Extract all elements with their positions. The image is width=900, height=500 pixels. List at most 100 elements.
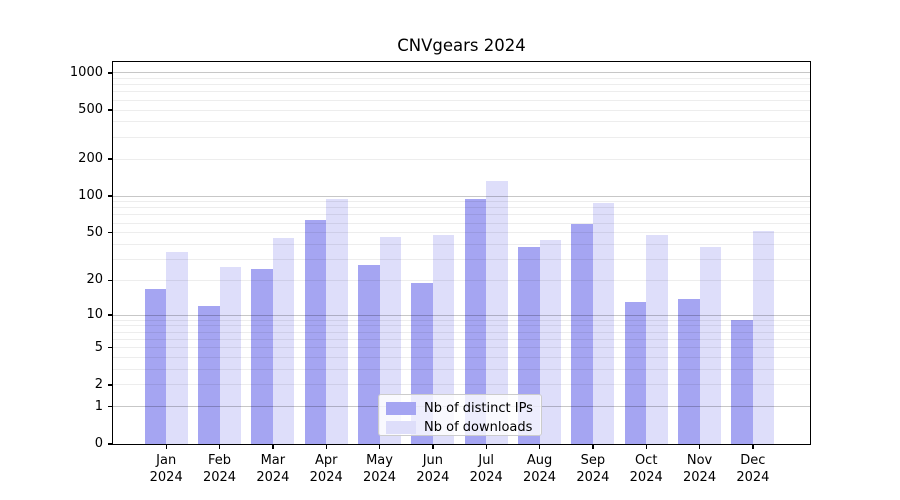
x-tick-label-jun: Jun 2024 — [401, 452, 465, 486]
x-tick-year: 2024 — [309, 470, 343, 485]
x-tick-aug — [538, 445, 541, 449]
x-tick-month: Jan — [156, 453, 177, 468]
x-tick-month: Mar — [260, 453, 286, 468]
bar-downloads-jun — [432, 234, 455, 444]
bar-downloads-oct — [646, 234, 668, 444]
bar-ips-jul — [464, 199, 487, 444]
x-tick-label-nov: Nov 2024 — [668, 452, 732, 486]
x-tick-month: Sep — [580, 453, 606, 468]
x-tick-year: 2024 — [149, 470, 183, 485]
bar-downloads-mar — [272, 238, 295, 444]
bar-downloads-apr — [326, 199, 348, 444]
bar-downloads-nov — [699, 247, 722, 444]
x-tick-month: Dec — [740, 453, 766, 468]
x-tick-label-dec: Dec 2024 — [721, 452, 785, 486]
minor-gridline-20 — [113, 279, 810, 281]
bar-ips-jan — [144, 288, 167, 444]
major-gridline-100 — [113, 195, 810, 197]
bar-downloads-feb — [219, 266, 242, 444]
bar-downloads-dec — [752, 230, 775, 444]
y-tick-100 — [108, 195, 113, 197]
minor-gridline-7 — [113, 331, 810, 333]
minor-gridline-300 — [113, 136, 810, 138]
x-tick-may — [378, 445, 381, 449]
bar-downloads-jan — [166, 251, 188, 444]
bar-downloads-may — [379, 237, 402, 444]
y-tick-label-20: 20 — [86, 272, 103, 288]
x-tick-label-may: May 2024 — [348, 452, 412, 486]
bar-downloads-sep — [592, 202, 615, 444]
gridlines-layer — [113, 62, 810, 444]
x-tick-dec — [752, 445, 754, 449]
y-tick-1000 — [108, 72, 113, 74]
legend-swatch-downloads — [386, 420, 416, 434]
x-tick-mar — [272, 445, 274, 449]
bar-ips-oct — [624, 302, 647, 444]
y-tick-2 — [108, 384, 113, 386]
x-tick-year: 2024 — [469, 470, 503, 485]
y-tick-label-5: 5 — [94, 339, 103, 355]
minor-gridline-600 — [113, 99, 810, 101]
x-tick-year: 2024 — [629, 470, 663, 485]
x-tick-year: 2024 — [683, 470, 717, 485]
y-tick-label-500: 500 — [78, 102, 103, 118]
legend-swatch-ips — [386, 401, 416, 415]
y-tick-10 — [108, 314, 113, 316]
x-tick-jul — [485, 445, 487, 449]
x-tick-month: Oct — [634, 453, 658, 468]
y-tick-1 — [108, 406, 113, 408]
y-tick-label-200: 200 — [78, 151, 103, 167]
legend-item-ips: Nb of distinct IPs — [386, 400, 541, 416]
x-tick-year: 2024 — [736, 470, 770, 485]
y-tick-200 — [108, 158, 113, 160]
minor-gridline-900 — [113, 78, 810, 79]
x-tick-label-sep: Sep 2024 — [561, 452, 625, 486]
x-tick-feb — [218, 445, 221, 449]
x-tick-month: Nov — [686, 453, 713, 468]
x-tick-year: 2024 — [256, 470, 290, 485]
bar-ips-nov — [678, 298, 700, 444]
y-tick-label-1: 1 — [94, 398, 103, 414]
minor-gridline-90 — [113, 201, 810, 203]
x-tick-month: Feb — [208, 453, 232, 468]
y-tick-label-2: 2 — [94, 376, 103, 392]
y-tick-500 — [108, 109, 113, 111]
legend-label: Nb of downloads — [424, 419, 533, 435]
minor-gridline-40 — [113, 243, 810, 245]
x-tick-month: Jul — [478, 453, 495, 468]
legend: Nb of distinct IPs Nb of downloads — [378, 394, 542, 436]
minor-gridline-80 — [113, 207, 810, 209]
minor-gridline-400 — [113, 121, 810, 123]
minor-gridline-6 — [113, 338, 810, 340]
minor-gridline-800 — [113, 84, 810, 86]
x-tick-month: Aug — [526, 453, 553, 468]
bar-ips-sep — [571, 224, 593, 444]
x-tick-label-aug: Aug 2024 — [508, 452, 572, 486]
legend-label: Nb of distinct IPs — [424, 400, 533, 416]
minor-gridline-3 — [113, 369, 810, 371]
minor-gridline-30 — [113, 259, 810, 261]
x-tick-label-jan: Jan 2024 — [134, 452, 198, 486]
x-tick-year: 2024 — [202, 470, 237, 485]
x-tick-year: 2024 — [416, 470, 450, 485]
y-tick-50 — [108, 232, 113, 234]
x-tick-year: 2024 — [362, 470, 397, 485]
x-tick-label-jul: Jul 2024 — [454, 452, 518, 486]
minor-gridline-70 — [113, 214, 810, 216]
x-tick-month: May — [366, 453, 393, 468]
bar-ips-feb — [198, 306, 220, 444]
minor-gridline-200 — [113, 158, 810, 160]
x-tick-sep — [592, 445, 594, 449]
x-tick-year: 2024 — [522, 470, 557, 485]
x-tick-month: Apr — [314, 453, 338, 468]
y-tick-label-1000: 1000 — [69, 64, 103, 80]
bar-ips-dec — [731, 320, 753, 444]
bar-ips-apr — [304, 219, 327, 444]
x-tick-jun — [432, 445, 434, 449]
bar-downloads-jul — [486, 180, 508, 444]
bar-ips-may — [358, 265, 380, 444]
minor-gridline-50 — [113, 232, 810, 234]
x-tick-oct — [645, 445, 647, 449]
minor-gridline-60 — [113, 222, 810, 224]
